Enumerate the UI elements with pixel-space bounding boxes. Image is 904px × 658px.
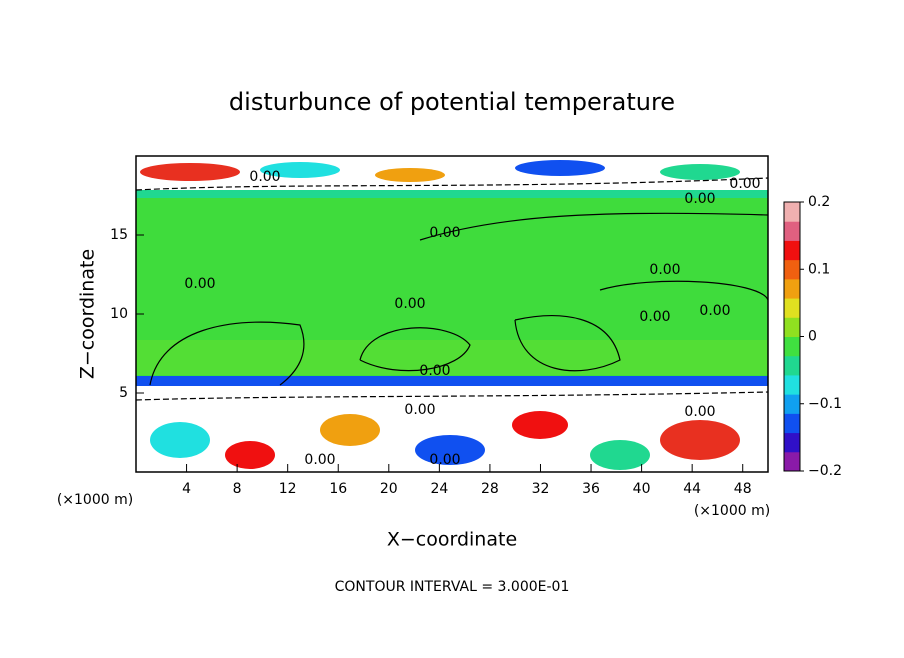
- x-tick-label: 8: [233, 481, 242, 497]
- contour-label: 0.00: [429, 452, 460, 468]
- contour-label: 0.00: [184, 276, 215, 292]
- colorbar-segment: [784, 317, 800, 337]
- contour-label: 0.00: [729, 176, 760, 192]
- x-tick-label: 44: [683, 481, 701, 497]
- contour-label: 0.00: [249, 169, 280, 185]
- footer-note: CONTOUR INTERVAL = 3.000E-01: [335, 579, 570, 595]
- colorbar-tick-label: −0.2: [808, 463, 842, 479]
- chart-title: disturbunce of potential temperature: [229, 88, 675, 116]
- contour-label: 0.00: [304, 452, 335, 468]
- x-tick-label: 40: [633, 481, 651, 497]
- x-tick-label: 12: [279, 481, 297, 497]
- colorbar-segment: [784, 202, 800, 222]
- colorbar-tick-label: 0: [808, 329, 817, 345]
- colorbar-segment: [784, 355, 800, 376]
- x-tick-label: 36: [582, 481, 600, 497]
- colorbar-segment: [784, 413, 800, 434]
- contour-label: 0.00: [419, 363, 450, 379]
- contour-label: 0.00: [429, 225, 460, 241]
- contour-label: 0.00: [684, 191, 715, 207]
- colorbar-segment: [784, 240, 800, 261]
- contour-label: 0.00: [639, 309, 670, 325]
- x-tick-label: 24: [430, 481, 448, 497]
- y-tick-label: 5: [119, 385, 128, 401]
- colorbar-tick-label: 0.1: [808, 261, 830, 277]
- colorbar-segment: [784, 298, 800, 318]
- field: [136, 156, 768, 472]
- contour-label: 0.00: [404, 402, 435, 418]
- y-axis-label: Z−coordinate: [77, 249, 99, 379]
- contour-label: 0.00: [394, 296, 425, 312]
- y-tick-label: 15: [110, 227, 128, 243]
- x-axis-label: X−coordinate: [387, 529, 517, 551]
- colorbar-segment: [784, 259, 800, 280]
- x-tick-label: 28: [481, 481, 499, 497]
- x-tick-label: 4: [182, 481, 191, 497]
- contour-label: 0.00: [699, 303, 730, 319]
- colorbar-segment: [784, 336, 800, 357]
- x-tick-label: 32: [532, 481, 550, 497]
- colorbar-tick-label: 0.2: [808, 194, 830, 210]
- x-unit: (×1000 m): [694, 503, 770, 519]
- x-tick-label: 20: [380, 481, 398, 497]
- colorbar-segment: [784, 394, 800, 414]
- colorbar-segment: [784, 374, 800, 395]
- colorbar-segment: [784, 451, 800, 472]
- y-tick-label: 10: [110, 306, 128, 322]
- x-unit: (×1000 m): [57, 492, 133, 508]
- x-tick-label: 48: [734, 481, 752, 497]
- colorbar-tick-label: −0.1: [808, 396, 842, 412]
- colorbar-segment: [784, 221, 800, 241]
- contour-label: 0.00: [649, 262, 680, 278]
- contour-label: 0.00: [684, 404, 715, 420]
- x-tick-label: 16: [329, 481, 347, 497]
- contour-lines: [135, 177, 769, 401]
- colorbar-segment: [784, 278, 800, 299]
- colorbar-segment: [784, 432, 800, 453]
